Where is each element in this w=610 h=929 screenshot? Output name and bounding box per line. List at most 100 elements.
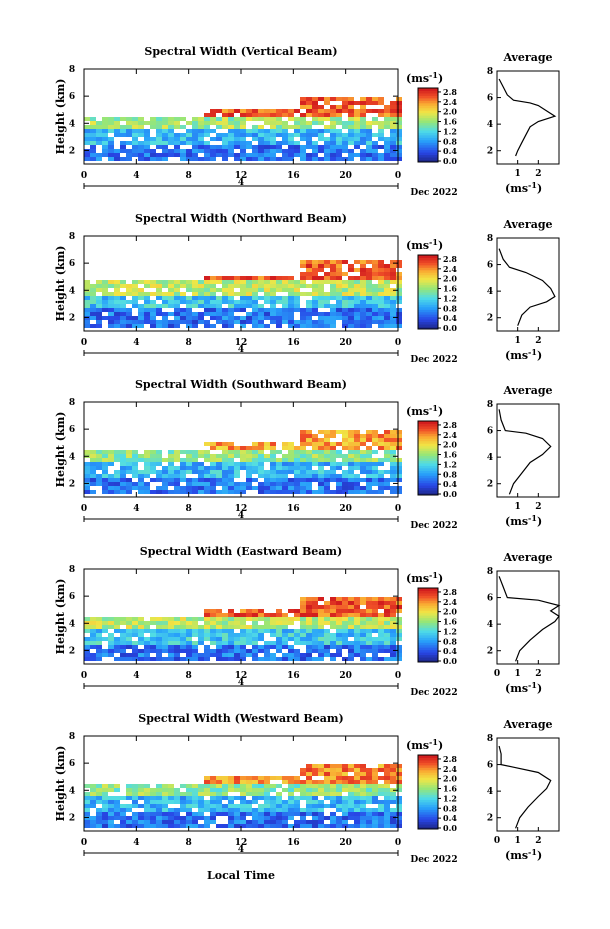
heatmap-cell — [96, 792, 102, 796]
heatmap-cell — [312, 657, 318, 661]
heatmap-cell — [342, 284, 348, 288]
heatmap-cell — [318, 149, 324, 153]
heatmap-cell — [360, 772, 366, 776]
heatmap-cell — [174, 478, 180, 482]
heatmap-cell — [384, 768, 390, 772]
heatmap-cell — [234, 637, 240, 641]
heatmap-cell — [282, 470, 288, 474]
heatmap-cell — [276, 129, 282, 133]
heatmap-cell — [108, 490, 114, 494]
heatmap-cell — [270, 442, 276, 446]
heatmap-cell — [138, 320, 144, 324]
heatmap-cell — [390, 641, 396, 645]
heatmap-cell — [126, 804, 132, 808]
heatmap-cell — [156, 486, 162, 490]
heatmap-cell — [366, 157, 372, 161]
heatmap-cell — [168, 149, 174, 153]
heatmap-cell — [162, 117, 168, 121]
heatmap-cell — [384, 482, 390, 486]
heatmap-cell — [246, 157, 252, 161]
heatmap-cell — [348, 324, 354, 328]
heatmap-cell — [228, 490, 234, 494]
heatmap-cell — [396, 125, 402, 129]
heatmap-cell — [204, 490, 210, 494]
heatmap-cell — [276, 117, 282, 121]
heatmap-cell — [330, 617, 336, 621]
heatmap-cell — [186, 633, 192, 637]
heatmap-cell — [264, 153, 270, 157]
heatmap-cell — [174, 125, 180, 129]
heatmap-cell — [90, 157, 96, 161]
heatmap-cell — [168, 621, 174, 625]
heatmap-cell — [240, 121, 246, 125]
heatmap-cell — [330, 792, 336, 796]
colorbar-swatch — [418, 440, 438, 444]
colorbar-swatch — [418, 642, 438, 646]
heatmap-cell — [252, 296, 258, 300]
heatmap-cell — [114, 645, 120, 649]
heatmap-cell — [354, 101, 360, 105]
heatmap-cell — [126, 625, 132, 629]
heatmap-cell — [330, 129, 336, 133]
heatmap-cell — [318, 129, 324, 133]
heatmap-cell — [264, 296, 270, 300]
heatmap-cell — [228, 478, 234, 482]
heatmap-cell — [312, 133, 318, 137]
heatmap-cell — [150, 157, 156, 161]
heatmap-cell — [384, 792, 390, 796]
heatmap-cell — [312, 800, 318, 804]
heatmap-cell — [312, 121, 318, 125]
heatmap-cell — [312, 824, 318, 828]
heatmap-cell — [246, 109, 252, 113]
heatmap-cell — [360, 320, 366, 324]
heatmap-cell — [366, 772, 372, 776]
heatmap-cell — [108, 812, 114, 816]
heatmap-cell — [294, 288, 300, 292]
heatmap-cell — [264, 653, 270, 657]
heatmap-cell — [120, 470, 126, 474]
heatmap-cell — [384, 137, 390, 141]
heatmap-cell — [240, 792, 246, 796]
colorbar-swatch — [418, 157, 438, 161]
heatmap-cell — [108, 157, 114, 161]
heatmap-cell — [342, 272, 348, 276]
heatmap-cell — [216, 288, 222, 292]
heatmap-cell — [240, 804, 246, 808]
heatmap-cell — [288, 308, 294, 312]
heatmap-cell — [354, 601, 360, 605]
heatmap-cell — [210, 482, 216, 486]
heatmap-cell — [282, 657, 288, 661]
heatmap-cell — [378, 125, 384, 129]
heatmap-cell — [312, 772, 318, 776]
heatmap-cell — [366, 446, 372, 450]
heatmap-cell — [372, 117, 378, 121]
heatmap-cell — [384, 597, 390, 601]
heatmap-cell — [270, 474, 276, 478]
heatmap-cell — [246, 292, 252, 296]
heatmap-cell — [246, 284, 252, 288]
heatmap-cell — [228, 633, 234, 637]
heatmap-cell — [204, 478, 210, 482]
colorbar-swatch — [418, 806, 438, 810]
colorbar: 0.00.40.81.21.62.02.42.8 — [417, 587, 457, 666]
heatmap-cell — [330, 804, 336, 808]
heatmap-cell — [288, 458, 294, 462]
heatmap-cell — [246, 454, 252, 458]
heatmap-cell — [240, 490, 246, 494]
heatmap-cell — [216, 804, 222, 808]
heatmap-cell — [90, 641, 96, 645]
heatmap-cell — [132, 300, 138, 304]
heatmap-cell — [156, 824, 162, 828]
heatmap-cell — [252, 796, 258, 800]
heatmap-cell — [366, 780, 372, 784]
heatmap-cell — [234, 454, 240, 458]
heatmap-cell — [198, 486, 204, 490]
heatmap-cell — [156, 312, 162, 316]
heatmap-cell — [138, 824, 144, 828]
heatmap-cell — [336, 776, 342, 780]
heatmap-cell — [144, 812, 150, 816]
heatmap-cell — [282, 466, 288, 470]
heatmap-cell — [180, 816, 186, 820]
heatmap-cell — [378, 304, 384, 308]
heatmap-cell — [216, 320, 222, 324]
